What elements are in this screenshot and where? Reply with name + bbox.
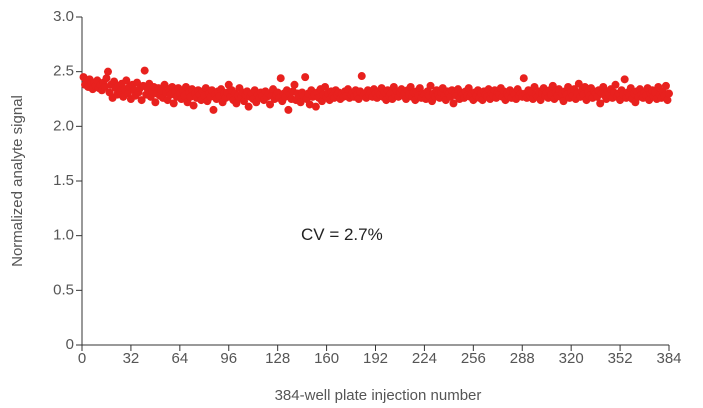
x-tick-label: 384 [656, 350, 681, 367]
data-point [426, 81, 435, 90]
data-point [449, 99, 458, 108]
data-point [100, 82, 109, 91]
data-point [661, 81, 670, 90]
x-tick-label: 320 [559, 350, 584, 367]
data-point [611, 80, 620, 89]
data-point [620, 75, 629, 84]
data-point [559, 97, 568, 106]
x-tick-label: 352 [608, 350, 633, 367]
x-tick-label: 32 [123, 350, 140, 367]
data-point [103, 67, 112, 76]
x-tick-label: 128 [265, 350, 290, 367]
data-point [596, 99, 605, 108]
data-point [663, 96, 672, 105]
y-tick-label: 0 [66, 336, 74, 353]
y-tick-label: 3.0 [53, 8, 74, 25]
x-tick-label: 96 [220, 350, 237, 367]
data-point [276, 74, 285, 83]
y-tick-label: 2.0 [53, 117, 74, 134]
data-point [665, 89, 673, 98]
x-tick-label: 64 [171, 350, 188, 367]
x-axis-title: 384-well plate injection number [275, 387, 482, 404]
y-tick-label: 2.5 [53, 63, 74, 80]
data-point [266, 100, 275, 109]
data-point [102, 74, 111, 83]
data-point [301, 73, 310, 82]
data-point [290, 80, 299, 89]
data-point [189, 101, 198, 110]
y-axis-title: Normalized analyte signal [9, 95, 26, 267]
data-point [140, 66, 149, 75]
x-tick-label: 224 [412, 350, 437, 367]
data-point [296, 98, 305, 107]
y-tick-label: 1.0 [53, 227, 74, 244]
data-point [244, 102, 253, 111]
data-point [321, 82, 330, 91]
data-point [574, 79, 583, 88]
data-point [137, 96, 146, 105]
data-point [519, 74, 528, 83]
x-tick-label: 192 [363, 350, 388, 367]
data-point [232, 99, 241, 108]
annotation: CV = 2.7% [301, 225, 383, 244]
data-point [284, 105, 293, 114]
data-point [305, 100, 314, 109]
data-point [209, 105, 218, 114]
data-point [151, 98, 160, 107]
x-tick-label: 288 [510, 350, 535, 367]
y-tick-label: 0.5 [53, 281, 74, 298]
data-point [548, 81, 557, 90]
data-point [240, 97, 249, 106]
x-tick-label: 0 [78, 350, 86, 367]
x-tick-label: 160 [314, 350, 339, 367]
y-tick-label: 1.5 [53, 172, 74, 189]
data-point [122, 76, 131, 85]
data-point [169, 99, 178, 108]
data-point [357, 72, 366, 81]
x-tick-label: 256 [461, 350, 486, 367]
data-point [311, 102, 320, 111]
